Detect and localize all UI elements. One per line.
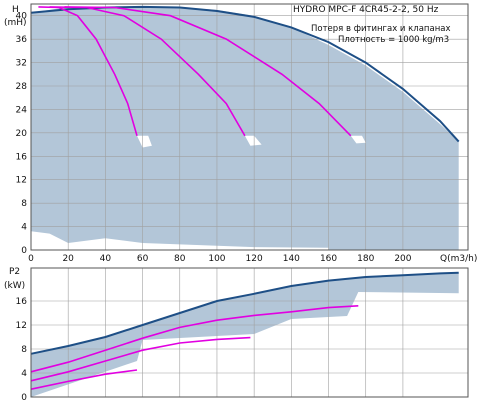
head-x-tick-label: 80	[174, 254, 186, 264]
head-y-tick-label: 36	[16, 35, 28, 45]
head-y-axis-label: H	[12, 5, 19, 15]
head-y-tick-label: 12	[16, 176, 27, 186]
head-curve-panel: 0 4 8 12 16 20 24 28 32 36 40 0 20 40 60 80 100 120 140 160…	[4, 3, 477, 264]
head-stage-curve-3	[64, 6, 352, 137]
power-curve-panel: 0 4 8 12 16 P2 (kW)	[4, 267, 469, 400]
power-max-curve	[30, 271, 459, 355]
head-x-tick-label: 180	[357, 254, 374, 264]
head-x-tick-label: 120	[246, 254, 263, 264]
head-y-tick-label: 28	[16, 82, 28, 92]
head-x-tick-label: 20	[62, 254, 74, 264]
head-x-tick-label: 40	[100, 254, 112, 264]
head-y-tick-label: 0	[21, 246, 27, 256]
head-y-tick-label: 4	[21, 223, 27, 233]
head-plot-frame	[30, 3, 469, 251]
fittings-loss-note: Потеря в фитингах и клапанах	[311, 24, 451, 34]
head-operating-area	[31, 6, 459, 251]
power-y-tick-label: 8	[21, 345, 27, 355]
head-area-notch	[244, 135, 262, 146]
chart-title: HYDRO MPC-F 4CR45-2-2, 50 Hz	[293, 5, 439, 15]
head-x-tick-label: 140	[283, 254, 300, 264]
power-stage-curve-1	[30, 305, 359, 373]
head-y-tick-label: 16	[16, 152, 28, 162]
power-y-tick-label: 0	[21, 393, 27, 400]
head-x-tick-label: 160	[320, 254, 337, 264]
density-note: Плотность = 1000 kg/m3	[338, 35, 449, 45]
head-x-axis-label: Q(m3/h)	[440, 254, 477, 264]
power-stage-curve-3	[30, 369, 138, 390]
head-x-tick-label: 0	[28, 254, 34, 264]
head-area-notch	[350, 135, 366, 144]
head-y-tick-label: 24	[16, 105, 28, 115]
power-plot-frame	[30, 267, 469, 398]
power-y-axis-label: P2	[9, 267, 20, 277]
head-x-tick-label: 200	[394, 254, 411, 264]
head-y-tick-label: 40	[16, 12, 28, 22]
head-y-tick-label: 20	[16, 129, 28, 139]
head-y-axis-unit: (mH)	[4, 18, 27, 28]
head-area-notch	[137, 135, 152, 148]
power-y-axis-unit: (kW)	[4, 281, 25, 291]
power-operating-area	[31, 272, 459, 397]
head-y-tick-label: 32	[16, 59, 27, 69]
head-y-tick-label: 8	[21, 199, 27, 209]
power-y-tick-label: 12	[16, 321, 27, 331]
power-y-tick-label: 16	[16, 297, 28, 307]
power-y-tick-label: 4	[21, 369, 27, 379]
head-x-tick-label: 100	[208, 254, 225, 264]
head-x-tick-label: 60	[137, 254, 149, 264]
power-stage-curve-2	[30, 336, 251, 382]
